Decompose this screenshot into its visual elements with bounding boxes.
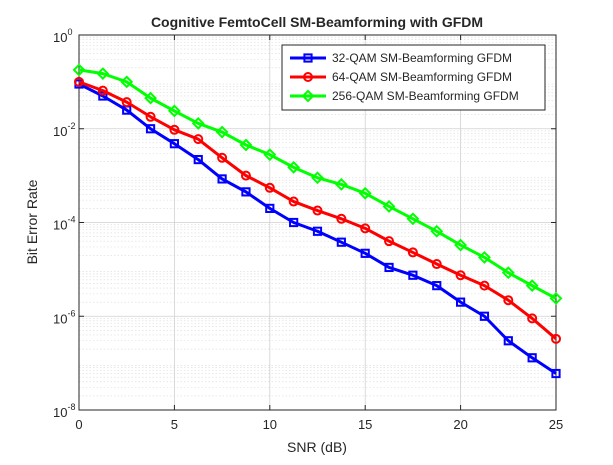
data-point-square xyxy=(456,297,466,307)
data-point-diamond xyxy=(72,63,86,77)
data-point-diamond xyxy=(167,104,181,118)
series-2 xyxy=(74,76,561,344)
data-point-square xyxy=(145,124,156,134)
data-point-square xyxy=(241,187,251,197)
data-point-diamond xyxy=(406,212,420,226)
y-axis-label: Bit Error Rate xyxy=(24,179,40,264)
data-point-diamond xyxy=(215,125,229,139)
data-point-circle xyxy=(193,134,204,145)
data-point-circle xyxy=(303,72,313,82)
data-point-circle xyxy=(527,313,538,324)
data-point-square xyxy=(336,237,346,247)
data-point-circle xyxy=(74,76,84,87)
data-point-diamond xyxy=(96,67,110,81)
series-line xyxy=(78,82,557,375)
data-point-diamond xyxy=(311,171,324,185)
data-point-circle xyxy=(97,85,108,96)
data-point-circle xyxy=(384,236,395,247)
x-tick-label: 20 xyxy=(453,417,467,432)
data-point-diamond xyxy=(358,186,372,200)
data-point-circle xyxy=(240,170,251,181)
data-point-square xyxy=(193,154,203,165)
y-tick-label: 10-4 xyxy=(53,215,75,233)
data-point-square xyxy=(98,91,108,101)
data-point-square xyxy=(312,226,323,236)
data-point-square xyxy=(217,174,227,184)
legend-label: 256-QAM SM-Beamforming GFDM xyxy=(332,89,519,103)
data-point-diamond xyxy=(239,138,253,152)
data-point-square xyxy=(479,311,490,321)
data-point-square xyxy=(408,270,418,280)
legend-entry: 64-QAM SM-Beamforming GFDM xyxy=(290,70,512,84)
data-point-square xyxy=(360,248,370,258)
series-line xyxy=(78,80,557,340)
x-tick-label: 0 xyxy=(75,417,82,432)
data-point-square xyxy=(503,336,513,346)
x-tick-label: 10 xyxy=(263,417,277,432)
x-tick-label: 5 xyxy=(171,417,178,432)
series-layer xyxy=(72,63,563,379)
data-point-diamond xyxy=(287,160,301,174)
legend: 32-QAM SM-Beamforming GFDM 64-QAM SM-Beam… xyxy=(281,44,546,111)
data-point-square xyxy=(265,203,275,213)
data-point-diamond xyxy=(454,238,468,252)
data-point-circle xyxy=(264,182,275,193)
data-point-diamond xyxy=(430,224,444,238)
data-point-circle xyxy=(407,247,418,258)
data-point-circle xyxy=(217,152,228,163)
data-point-circle xyxy=(479,280,490,291)
legend-entry: 256-QAM SM-Beamforming GFDM xyxy=(290,89,519,103)
data-point-circle xyxy=(312,205,323,216)
y-tick-label: 10-2 xyxy=(53,121,75,139)
data-point-square xyxy=(551,368,561,379)
data-point-circle xyxy=(503,295,514,306)
data-point-diamond xyxy=(478,250,491,264)
data-point-diamond xyxy=(144,91,157,105)
data-point-diamond xyxy=(120,75,134,89)
x-axis: 0 5 10 15 20 25 xyxy=(75,35,563,432)
data-point-circle xyxy=(121,97,132,108)
y-axis: 10-8 10-6 10-4 10-2 100 xyxy=(53,27,556,420)
data-point-circle xyxy=(336,213,347,224)
data-point-diamond xyxy=(301,89,315,103)
data-point-circle xyxy=(145,111,156,122)
data-point-circle xyxy=(455,270,466,281)
data-point-square xyxy=(384,262,394,273)
data-point-circle xyxy=(169,124,180,135)
data-point-square xyxy=(169,139,180,149)
data-point-circle xyxy=(551,333,561,344)
series-3 xyxy=(72,63,563,305)
data-point-diamond xyxy=(549,292,563,305)
y-tick-label: 10-8 xyxy=(53,402,75,420)
data-point-square xyxy=(527,353,537,363)
data-point-circle xyxy=(288,196,299,207)
data-point-diamond xyxy=(501,266,515,280)
data-point-square xyxy=(432,281,442,291)
x-axis-label: SNR (dB) xyxy=(287,439,347,455)
data-point-square xyxy=(303,53,313,63)
y-tick-label: 100 xyxy=(53,27,72,45)
legend-label: 64-QAM SM-Beamforming GFDM xyxy=(332,70,512,84)
data-point-diamond xyxy=(382,200,396,213)
x-tick-label: 25 xyxy=(549,417,563,432)
legend-label: 32-QAM SM-Beamforming GFDM xyxy=(332,51,512,65)
data-point-square xyxy=(289,217,299,228)
series-line xyxy=(78,68,557,300)
legend-entry: 32-QAM SM-Beamforming GFDM xyxy=(290,51,512,65)
x-tick-label: 15 xyxy=(358,417,372,432)
data-point-circle xyxy=(431,259,442,270)
data-point-diamond xyxy=(525,279,539,293)
data-point-diamond xyxy=(334,177,348,191)
chart-title: Cognitive FemtoCell SM-Beamforming with … xyxy=(151,14,483,30)
y-tick-label: 10-6 xyxy=(53,308,75,326)
data-point-diamond xyxy=(263,148,277,162)
data-point-diamond xyxy=(191,116,205,130)
data-point-circle xyxy=(360,223,371,234)
